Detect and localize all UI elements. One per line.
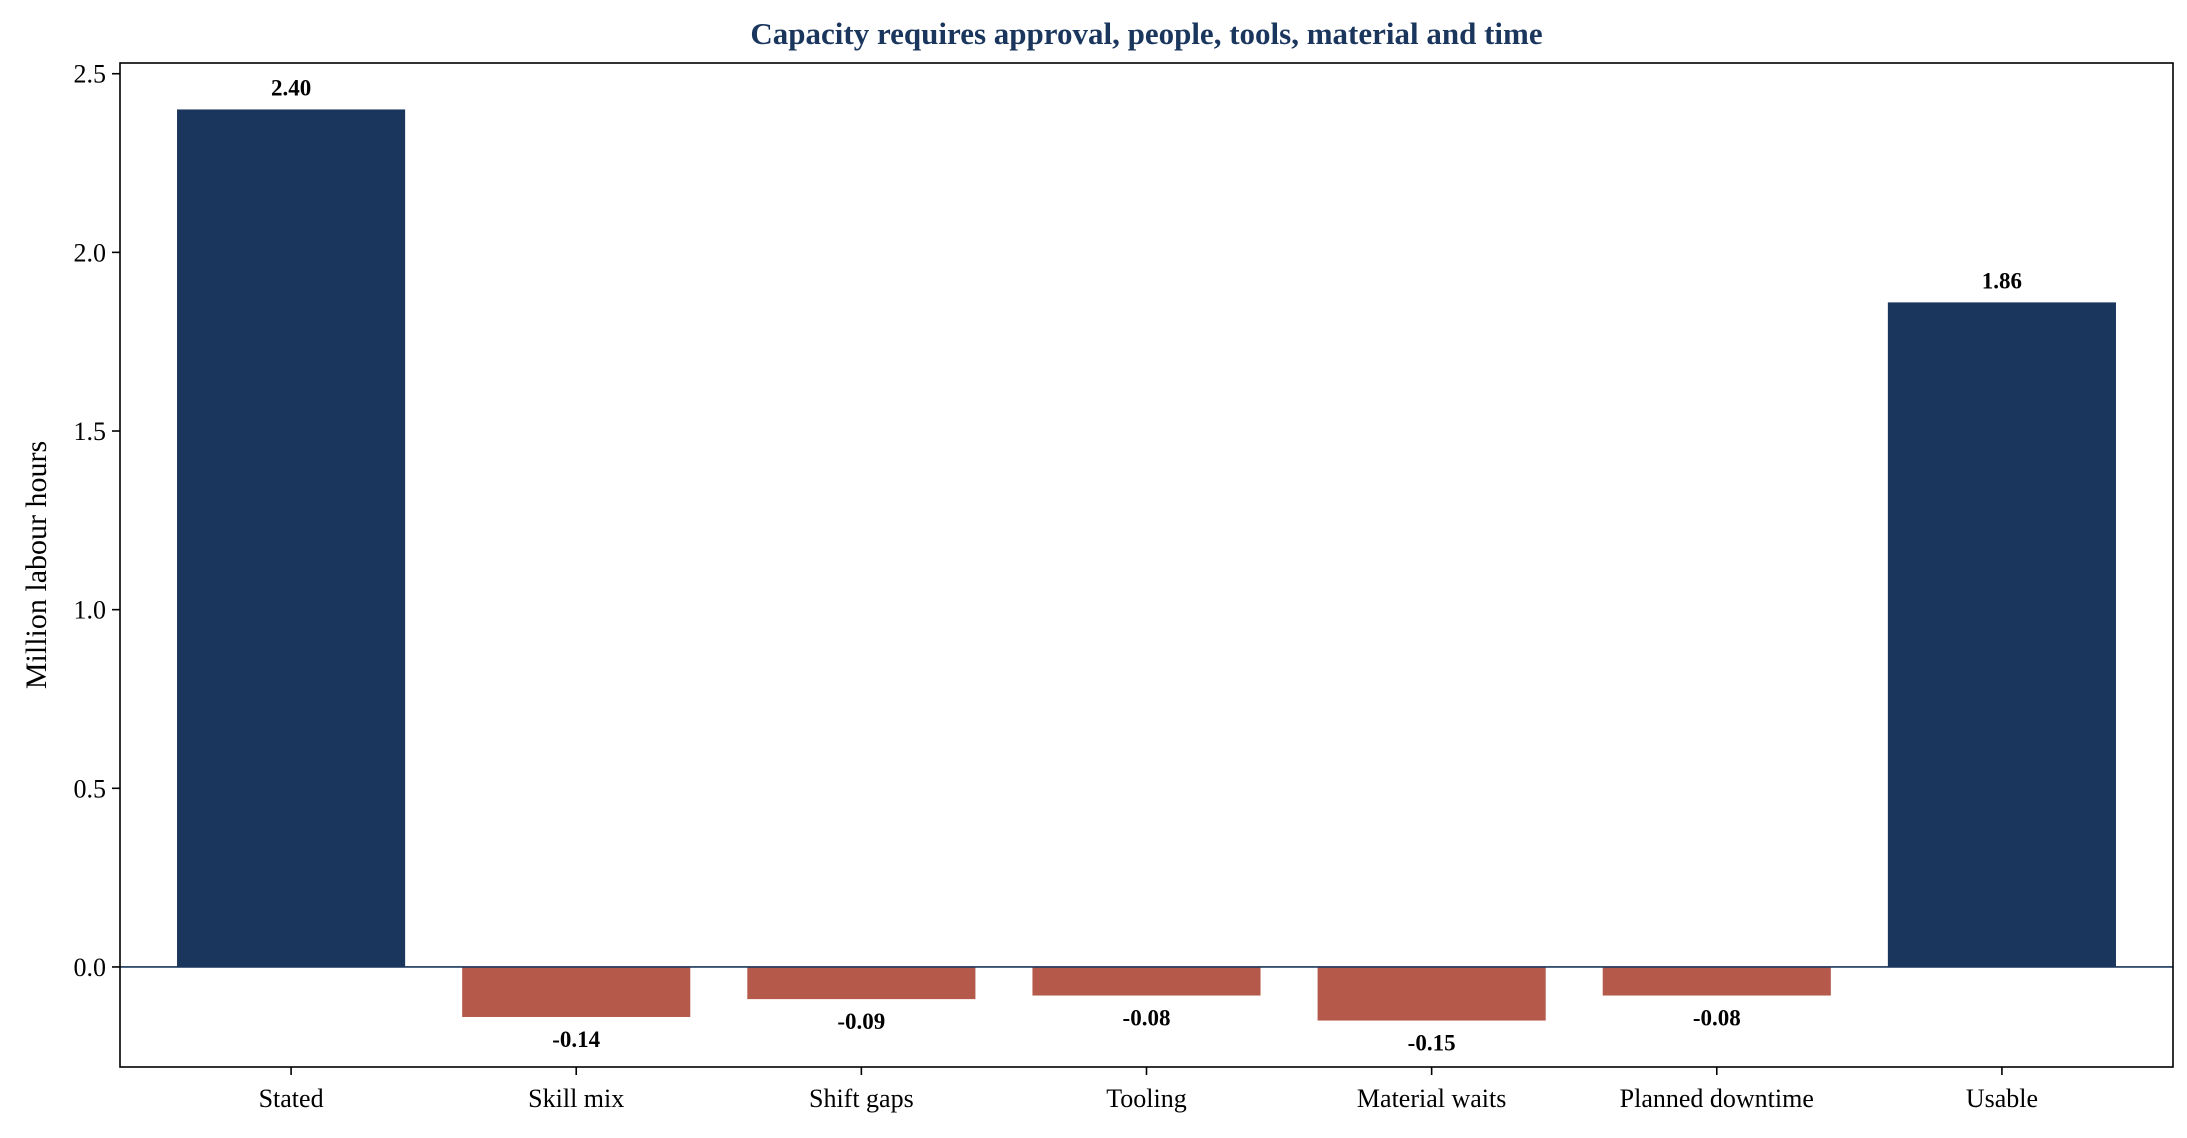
y-tick-label: 2.0 — [74, 238, 107, 267]
y-tick-label: 2.5 — [74, 60, 107, 89]
x-tick-label: Planned downtime — [1620, 1084, 1814, 1113]
plot-frame — [119, 62, 2174, 1068]
x-tick-label: Material waits — [1357, 1084, 1506, 1113]
y-tick-label: 0.0 — [74, 953, 107, 982]
bar-usable — [1887, 302, 2116, 967]
data-label: -0.14 — [552, 1027, 600, 1052]
y-axis-label: Million labour hours — [20, 441, 53, 689]
x-tick-label: Shift gaps — [809, 1084, 914, 1113]
data-label: -0.08 — [1693, 1006, 1741, 1031]
y-tick-label: 0.5 — [74, 774, 107, 803]
data-label: -0.09 — [837, 1009, 885, 1034]
data-label: 1.86 — [1982, 268, 2022, 293]
bar-stated — [177, 109, 406, 967]
data-label: -0.15 — [1408, 1031, 1456, 1056]
chart-title: Capacity requires approval, people, tool… — [750, 16, 1542, 51]
data-label: -0.08 — [1123, 1006, 1171, 1031]
bar-planned-downtime — [1602, 966, 1831, 996]
bar-skill-mix — [462, 966, 691, 1017]
data-label: 2.40 — [271, 75, 311, 100]
x-tick-label: Tooling — [1106, 1084, 1187, 1113]
bar-shift-gaps — [747, 966, 976, 1000]
plot-area: 2.40 -0.14 -0.09 -0.08 -0.15 -0.08 1.86 0.0 0.5 1… — [74, 60, 2174, 1113]
bar-tooling — [1032, 966, 1261, 996]
x-tick-label: Usable — [1966, 1084, 2038, 1113]
bar-material-waits — [1317, 966, 1546, 1021]
y-tick-label: 1.5 — [74, 417, 107, 446]
x-tick-label: Stated — [259, 1084, 324, 1113]
x-tick-label: Skill mix — [528, 1084, 624, 1113]
y-tick-label: 1.0 — [74, 596, 107, 625]
